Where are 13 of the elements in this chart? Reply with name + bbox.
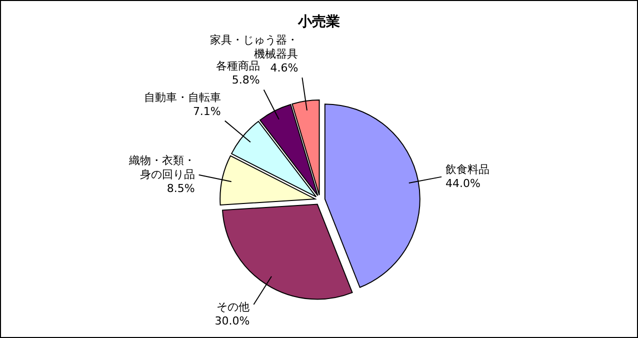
chart-title: 小売業: [297, 14, 340, 30]
slice-label: 家具・じゅう器・機械器具: [210, 34, 298, 61]
data-label: 44.0%: [446, 176, 481, 190]
data-label: 7.1%: [192, 104, 221, 118]
data-label: 8.5%: [166, 182, 195, 195]
slice-label: その他: [216, 300, 250, 314]
data-label: 4.6%: [270, 62, 298, 75]
slice-label: 自動車・自転車: [144, 90, 221, 104]
slice-label: 飲食料品: [446, 162, 490, 176]
data-label: 30.0%: [214, 314, 250, 328]
slice-label: 各種商品: [216, 60, 260, 73]
data-label: 5.8%: [232, 74, 260, 87]
slice-label: 織物・衣類・身の回り品: [128, 154, 195, 181]
